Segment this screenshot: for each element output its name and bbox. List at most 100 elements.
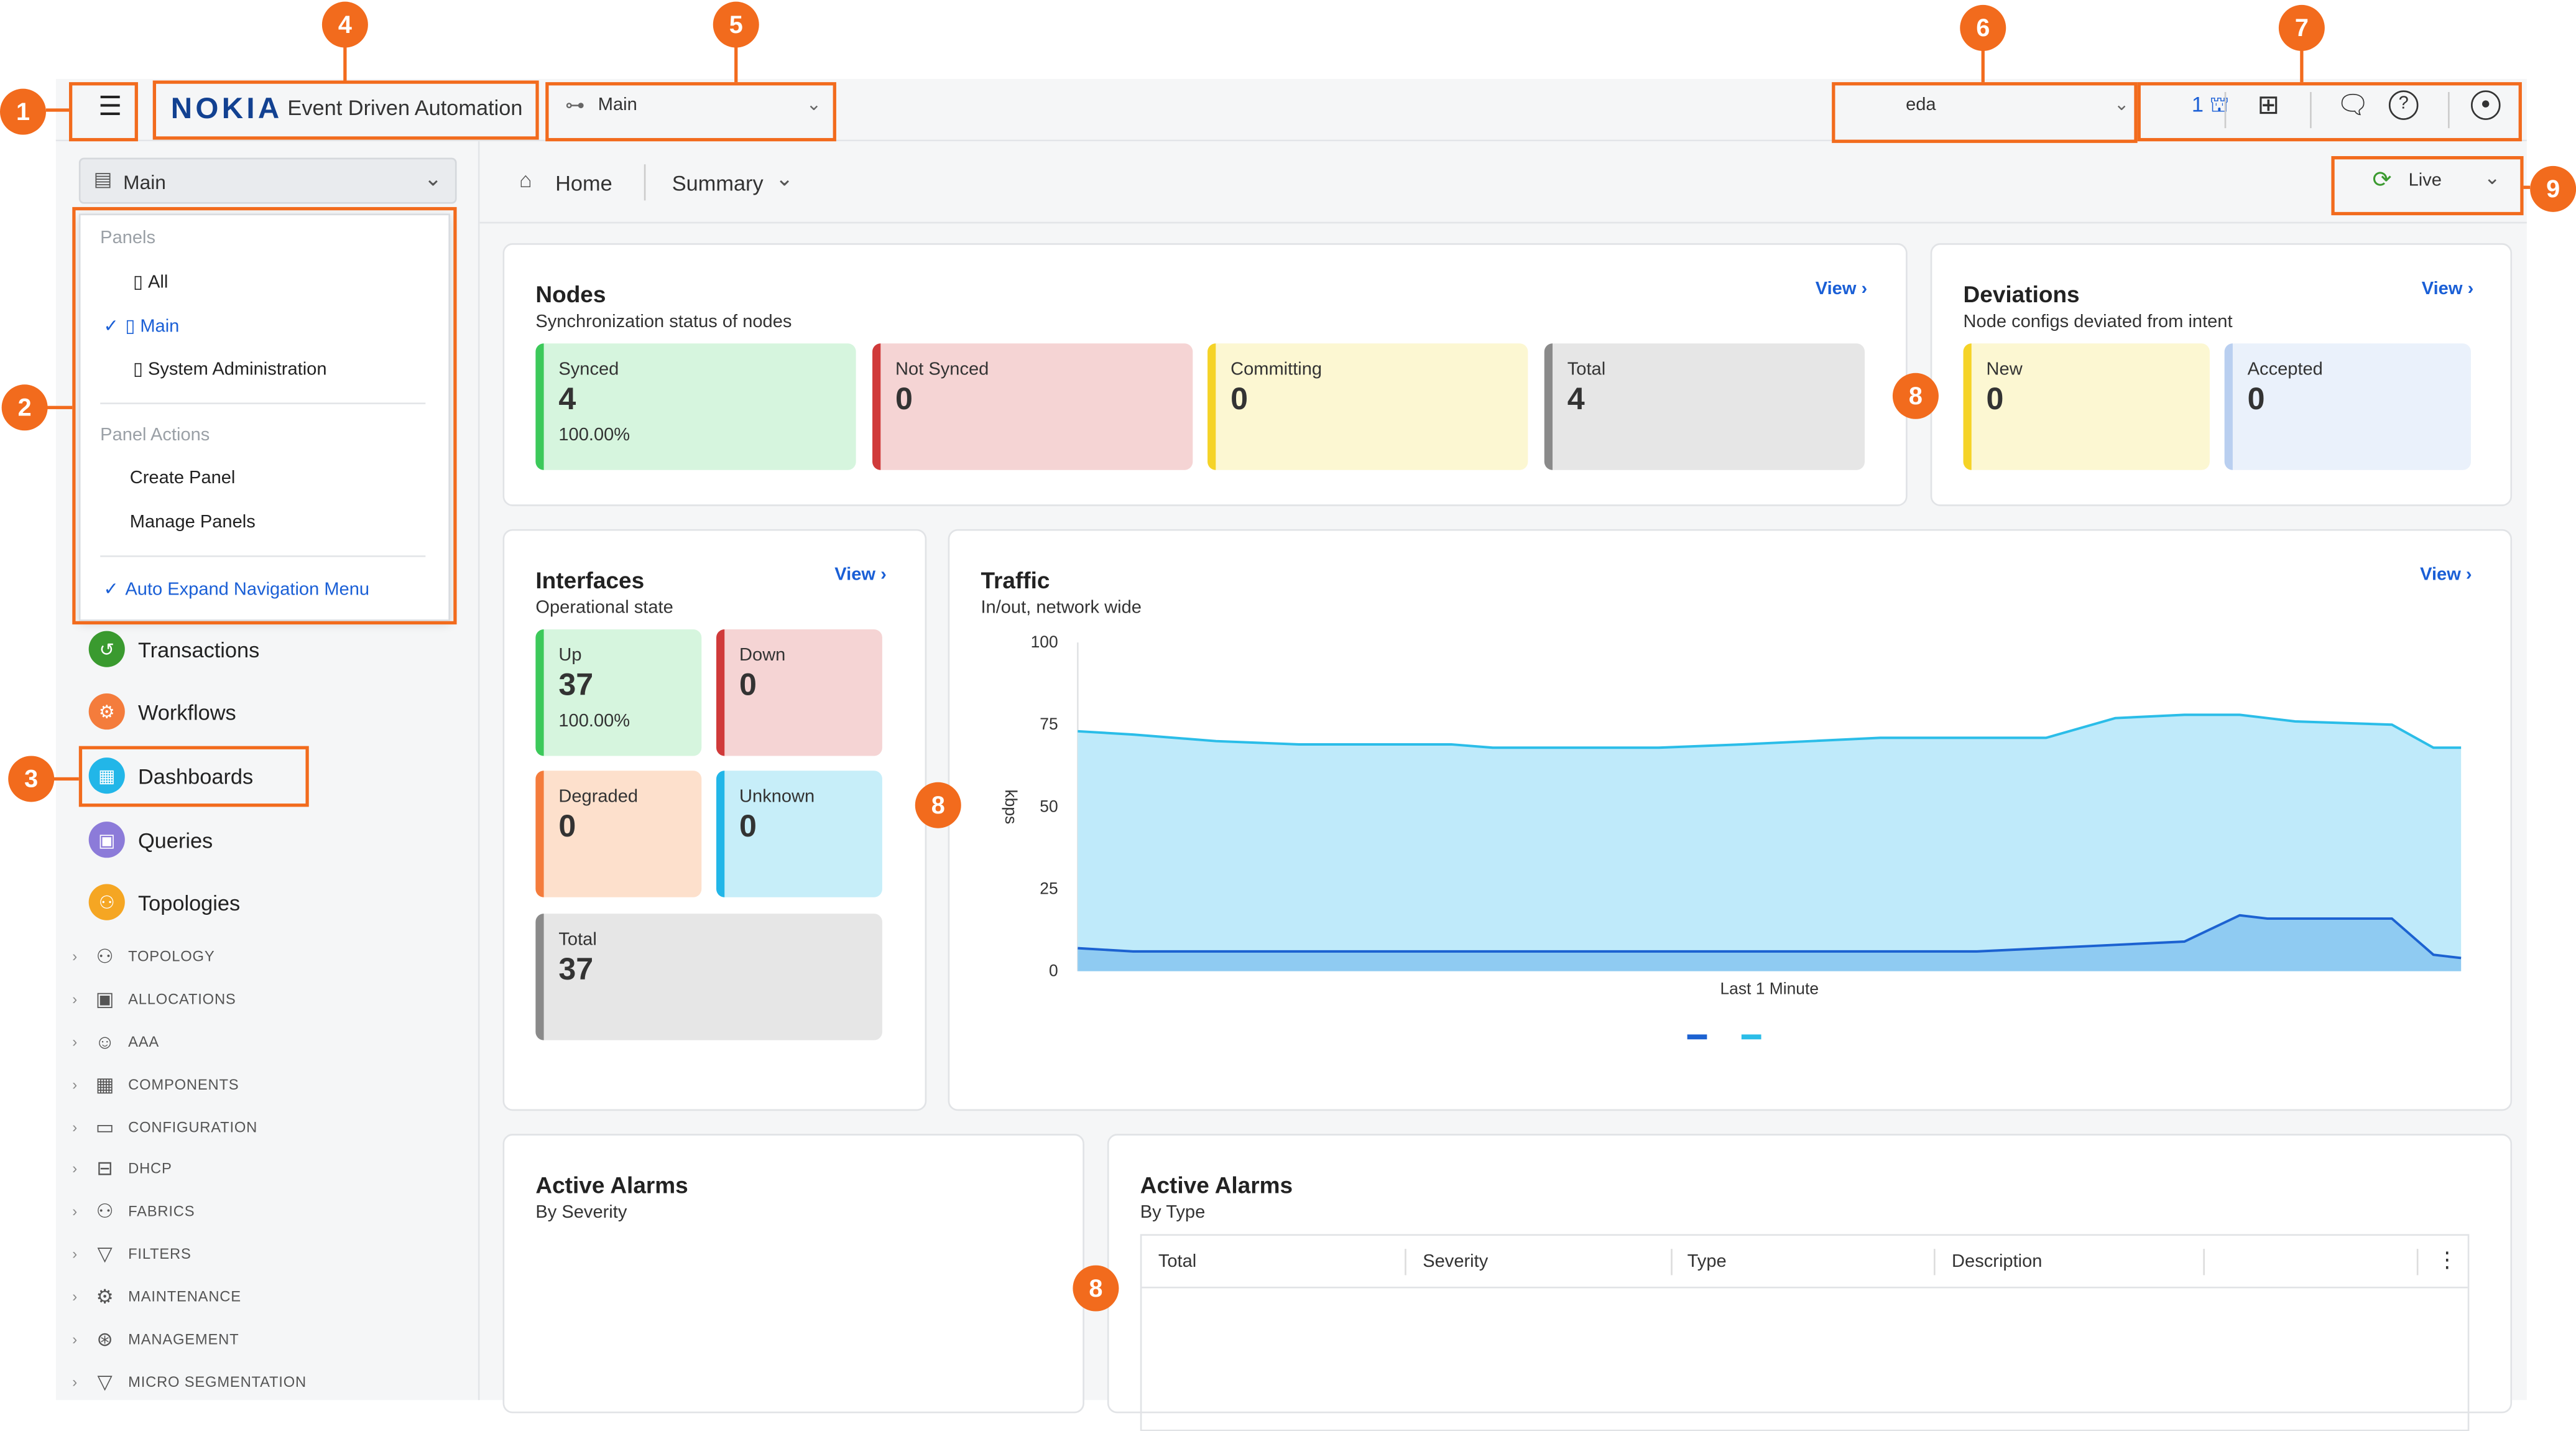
sidebar-item-transactions[interactable]: ↺ Transactions [88,631,259,667]
panel-select[interactable]: ▤ Main ⌄ [78,157,457,204]
view-link[interactable]: View › [2420,565,2472,585]
aaa-icon: ☺ [95,1030,116,1054]
sidebar-group-management[interactable]: › ⊛ MANAGEMENT [72,1328,239,1351]
group-label: MANAGEMENT [128,1331,239,1348]
sidebar-group-maintenance[interactable]: › ⚙ MAINTENANCE [72,1285,241,1308]
chevron-down-icon: ⌄ [2483,165,2501,189]
highlight-4 [152,80,539,140]
series-line-1 [1078,713,2462,749]
tile-label: New [1986,359,2023,380]
card-subtitle: Operational state [535,598,673,618]
tile-accepted[interactable]: Accepted 0 [2224,343,2472,470]
group-label: FILTERS [128,1245,192,1262]
sidebar-item-workflows[interactable]: ⚙ Workflows [88,693,236,730]
tile-label: Unknown [739,787,815,807]
namespace-select[interactable]: eda ⌄ [1840,90,2129,129]
tile-new[interactable]: New 0 [1963,343,2210,470]
series-area-1 [1078,715,2462,971]
live-select[interactable]: ⟳ Live ⌄ [2336,161,2510,204]
view-link[interactable]: View › [1816,279,1868,299]
card-title: Active Alarms [535,1171,688,1198]
view-link[interactable]: View › [2422,279,2474,299]
callout-badge-9: 9 [2530,165,2576,212]
menu-icon[interactable]: ☰ [98,93,122,122]
card-title: Traffic [981,567,1050,593]
deviations-card: Deviations Node configs deviated from in… [1930,243,2513,506]
configuration-icon: ▭ [95,1116,115,1139]
divider [2224,91,2227,129]
view-link[interactable]: View › [834,565,887,585]
column-divider [2203,1249,2205,1276]
badge-connector [343,45,347,81]
chevron-right-icon: › [72,991,78,1007]
sidebar-item-topologies[interactable]: ⚇ Topologies [88,884,241,920]
sidebar-item-dashboards[interactable]: ▦ Dashboards [88,757,253,794]
callout-badge-5: 5 [713,1,759,48]
tile-value: 0 [739,669,757,703]
tile-label: Total [558,930,597,950]
workspace-select[interactable]: ⊶ Main ⌄ [558,90,831,129]
tile-down[interactable]: Down 0 [716,629,882,756]
sidebar-group-fabrics[interactable]: › ⚇ FABRICS [72,1200,195,1223]
app-title: Event Driven Automation [287,95,523,120]
namespace-select-value: eda [1906,95,1936,115]
menu-item-create-panel[interactable]: Create Panel [130,468,236,488]
components-icon: ▦ [95,1073,115,1096]
topology-icon[interactable]: ⊞ [2257,91,2279,120]
tile-committing[interactable]: Committing 0 [1207,343,1528,470]
column-divider [2416,1249,2419,1276]
sidebar-item-label: Topologies [137,889,241,915]
chevron-down-icon[interactable]: ⌄ [775,165,793,191]
menu-item-auto-expand[interactable]: ✓ Auto Expand Navigation Menu [103,578,369,600]
more-options-icon[interactable]: ⋮ [2436,1247,2458,1272]
tile-total[interactable]: Total 4 [1544,343,1865,470]
tile-degraded[interactable]: Degraded 0 [535,771,702,897]
sidebar-group-filters[interactable]: › ▽ FILTERS [72,1243,191,1266]
callout-badge-8: 8 [915,782,961,828]
alarms-severity-card: Active Alarms By Severity [502,1134,1084,1414]
card-title: Interfaces [535,567,645,593]
menu-item-system-administration[interactable]: ▯ System Administration [133,358,327,379]
tile-up[interactable]: Up 37 100.00% [535,629,702,756]
chevron-right-icon: › [72,1331,78,1348]
panel-icon: ▯ [133,272,144,293]
menu-item-label: Main [140,316,180,336]
sidebar-group-micro-segmentation[interactable]: › ▽ MICRO SEGMENTATION [72,1371,307,1394]
y-tick-label: 50 [1040,797,1058,815]
callout-badge-8: 8 [1892,373,1939,419]
breadcrumb-summary[interactable]: Summary [672,170,764,196]
menu-item-manage-panels[interactable]: Manage Panels [130,512,256,532]
column-header[interactable]: Total [1158,1252,1197,1272]
column-header[interactable]: Severity [1423,1252,1489,1272]
tile-value: 0 [558,810,576,845]
tile-not-synced[interactable]: Not Synced 0 [872,343,1193,470]
sidebar-group-allocations[interactable]: › ▣ ALLOCATIONS [72,988,236,1011]
tile-label: Not Synced [895,359,989,380]
column-divider [1405,1249,1406,1276]
group-label: FABRICS [128,1203,195,1220]
tile-value: 37 [558,953,594,988]
home-icon[interactable]: ⌂ [519,167,532,193]
sidebar-group-configuration[interactable]: › ▭ CONFIGURATION [72,1116,257,1139]
column-header[interactable]: Type [1687,1252,1727,1272]
chevron-right-icon: › [2467,279,2474,299]
sidebar-item-queries[interactable]: ▣ Queries [88,822,213,858]
chat-icon[interactable]: 🗨 [2336,91,2370,120]
sidebar-group-topology[interactable]: › ⚇ TOPOLOGY [72,945,215,968]
sidebar-group-aaa[interactable]: › ☺ AAA [72,1030,159,1054]
menu-item-all[interactable]: ▯ All [133,271,168,292]
breadcrumb-home[interactable]: Home [555,170,612,196]
sidebar-group-dhcp[interactable]: › ⊟ DHCP [72,1157,172,1180]
tile-synced[interactable]: Synced 4 100.00% [535,343,856,470]
menu-item-main[interactable]: ✓ ▯ Main [103,315,180,337]
help-icon[interactable]: ? [2388,90,2419,120]
tile-unknown[interactable]: Unknown 0 [716,771,882,897]
highlight-5 [545,82,836,142]
sidebar-group-components[interactable]: › ▦ COMPONENTS [72,1073,239,1096]
tile-total[interactable]: Total 37 [535,914,882,1040]
view-link-label: View [1815,279,1857,299]
column-header[interactable]: Description [1952,1252,2043,1272]
user-icon[interactable]: ● [2471,90,2501,120]
group-label: MICRO SEGMENTATION [128,1373,307,1391]
y-tick-label: 0 [1049,961,1058,980]
